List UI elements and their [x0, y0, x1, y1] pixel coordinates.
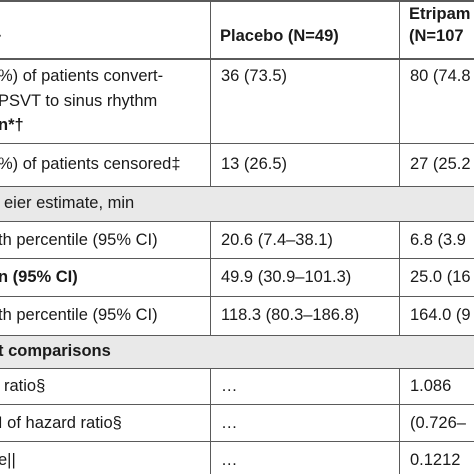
header-col1-fragment: ›: [0, 24, 2, 47]
median-etripamil: 25.0 (16: [410, 268, 471, 286]
column-divider: [399, 221, 400, 335]
censored-etripamil: 27 (25.2: [410, 155, 471, 173]
censored-placebo: 13 (26.5): [221, 155, 288, 173]
rule: [0, 221, 474, 222]
header-placebo: Placebo (N=49): [220, 27, 339, 45]
p-value-placebo: …: [221, 451, 238, 469]
median-placebo: 49.9 (30.9–101.3): [221, 268, 352, 286]
column-divider: [399, 368, 400, 474]
converted-label-line1: %) of patients convert-: [0, 67, 164, 85]
rule: [0, 58, 474, 60]
p75-label: th percentile (95% CI): [0, 306, 158, 324]
comparisons-section-label: t comparisons: [0, 342, 111, 360]
median-label: n (95% CI): [0, 268, 78, 286]
p75-placebo: 118.3 (80.3–186.8): [221, 306, 360, 324]
comparisons-section-row: [0, 335, 474, 368]
hr-ci-placebo: …: [221, 414, 238, 432]
p25-label: th percentile (95% CI): [0, 231, 158, 249]
censored-label: %) of patients censored‡: [0, 155, 181, 173]
column-divider: [399, 0, 400, 186]
header-etripamil-line1: Etripam: [409, 5, 471, 23]
converted-etripamil: 80 (74.8: [410, 67, 471, 85]
converted-label-line2: PSVT to sinus rhythm: [0, 92, 158, 110]
km-section-label: eier estimate, min: [4, 194, 135, 212]
hazard-ratio-label: ratio§: [4, 377, 46, 395]
km-section-row: [0, 186, 474, 221]
rule: [0, 143, 474, 144]
p75-etripamil: 164.0 (9: [410, 306, 471, 324]
rule: [0, 296, 474, 297]
rule: [0, 258, 474, 259]
rule: [0, 335, 474, 336]
hazard-ratio-etripamil: 1.086: [410, 377, 452, 395]
rule: [0, 441, 474, 442]
rule: [0, 186, 474, 187]
converted-label-line3: n*†: [0, 116, 24, 134]
column-divider: [210, 0, 211, 186]
rule: [0, 404, 474, 405]
hazard-ratio-placebo: …: [221, 377, 238, 395]
column-divider: [210, 368, 211, 474]
converted-placebo: 36 (73.5): [221, 67, 288, 85]
p25-placebo: 20.6 (7.4–38.1): [221, 231, 333, 249]
column-divider: [210, 221, 211, 335]
p-value-etripamil: 0.1212: [410, 451, 461, 469]
rule: [0, 0, 474, 2]
hr-ci-label: I of hazard ratio§: [0, 414, 122, 432]
rule: [0, 368, 474, 369]
header-etripamil-line2: (N=107: [409, 27, 464, 45]
p-value-label: e||: [0, 451, 16, 469]
p25-etripamil: 6.8 (3.9: [410, 231, 466, 249]
hr-ci-etripamil: (0.726–: [410, 414, 466, 432]
